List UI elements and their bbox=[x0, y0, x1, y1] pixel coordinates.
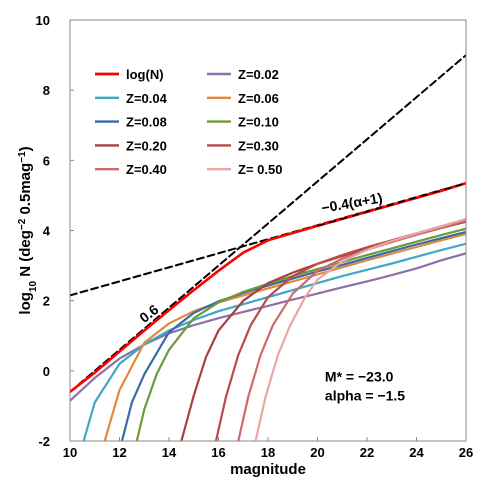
y-tick-label: 4 bbox=[43, 224, 51, 239]
series-line-z-0-02 bbox=[70, 252, 466, 402]
x-axis-label: magnitude bbox=[230, 461, 306, 478]
legend-label: Z=0.30 bbox=[238, 138, 279, 153]
y-tick-label: -2 bbox=[38, 434, 50, 449]
annotation-text: 0.6 bbox=[136, 301, 161, 326]
x-tick-label: 20 bbox=[310, 445, 324, 460]
y-tick-label: 8 bbox=[43, 83, 50, 98]
annotation-text: M* = −23.0 bbox=[325, 368, 394, 384]
x-tick-label: 12 bbox=[112, 445, 126, 460]
x-tick-label: 24 bbox=[409, 445, 424, 460]
series-line-z-0-10 bbox=[135, 227, 466, 441]
series-line-z-0-50 bbox=[254, 217, 466, 441]
x-tick-label: 22 bbox=[360, 445, 374, 460]
legend-label: Z=0.08 bbox=[126, 115, 167, 130]
x-tick-label: 26 bbox=[459, 445, 473, 460]
x-tick-label: 16 bbox=[211, 445, 225, 460]
y-axis-label: log10 N (deg−2 0.5mag−1) bbox=[17, 146, 39, 314]
y-tick-label: 0 bbox=[43, 364, 50, 379]
legend: log(N) Z=0.02 Z=0.04 Z=0.06 Z=0.08 Z=0.10 Z=0.… bbox=[95, 67, 282, 177]
y-tick-label: 10 bbox=[36, 13, 50, 28]
x-tick-label: 14 bbox=[162, 445, 177, 460]
series-line-z-0-04 bbox=[82, 242, 466, 441]
series-layer bbox=[70, 54, 466, 441]
legend-label: Z=0.04 bbox=[126, 91, 168, 106]
series-line-z-0-40 bbox=[237, 219, 466, 441]
legend-label: Z=0.40 bbox=[126, 162, 167, 177]
dashed-overlay-line bbox=[317, 182, 466, 227]
annotation-text: −0.4(α+1) bbox=[320, 189, 383, 215]
dashed-asymptote-line bbox=[70, 54, 466, 393]
legend-label: log(N) bbox=[126, 67, 164, 82]
legend-label: Z=0.02 bbox=[238, 67, 279, 82]
legend-label: Z=0.20 bbox=[126, 138, 167, 153]
legend-label: Z=0.06 bbox=[238, 91, 279, 106]
y-tick-label: 6 bbox=[43, 153, 50, 168]
legend-label: Z=0.10 bbox=[238, 115, 279, 130]
series-line-z-0-06 bbox=[103, 232, 466, 441]
legend-label: Z= 0.50 bbox=[238, 162, 282, 177]
series-line-z-0-08 bbox=[120, 230, 466, 441]
y-tick-label: 2 bbox=[43, 294, 50, 309]
plot-frame bbox=[69, 19, 467, 442]
annotation-text: alpha = −1.5 bbox=[325, 388, 405, 404]
x-tick-label: 10 bbox=[63, 445, 77, 460]
x-tick-label: 18 bbox=[261, 445, 275, 460]
